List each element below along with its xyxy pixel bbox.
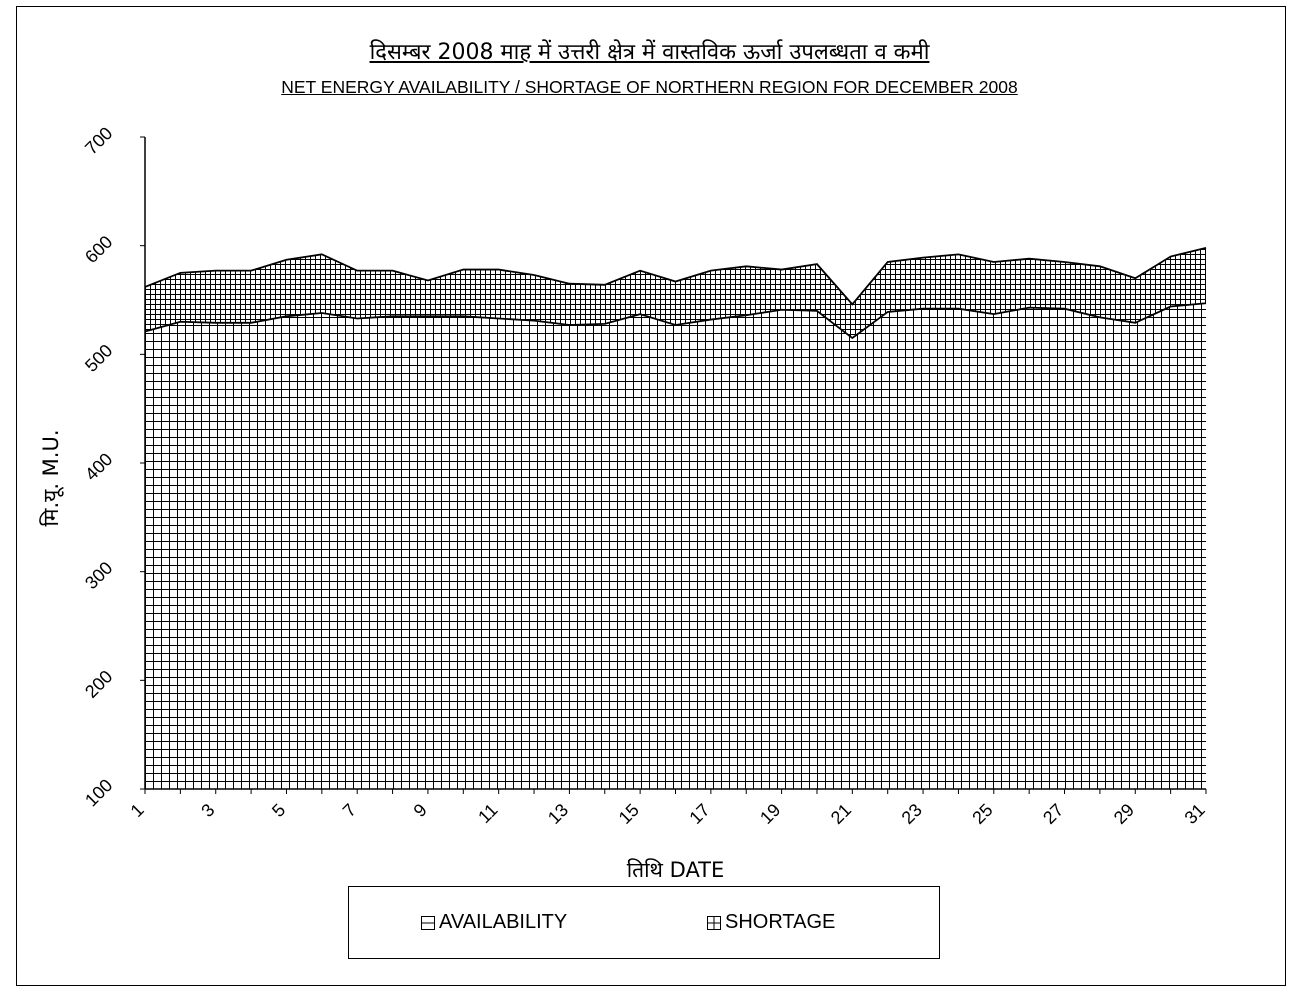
y-tick-label: 700 bbox=[81, 123, 116, 158]
x-tick-label: 25 bbox=[968, 800, 996, 828]
x-tick-label: 23 bbox=[898, 800, 926, 828]
x-tick-label: 9 bbox=[410, 800, 431, 821]
x-tick-label: 7 bbox=[339, 800, 360, 821]
chart-title-hindi: दिसम्बर 2008 माह में उत्तरी क्षेत्र में … bbox=[369, 40, 930, 65]
x-tick-label: 13 bbox=[544, 800, 572, 828]
line-availability bbox=[144, 302, 1207, 340]
legend-swatch-shortage bbox=[707, 915, 721, 930]
x-tick-label: 1 bbox=[127, 800, 148, 821]
x-tick-label: 15 bbox=[615, 800, 643, 828]
y-tick-label: 100 bbox=[81, 775, 116, 810]
legend-swatch-availability bbox=[421, 915, 435, 930]
x-tick-label: 21 bbox=[827, 800, 855, 828]
x-tick-label: 11 bbox=[474, 800, 501, 827]
legend-item-availability: AVAILABILITY bbox=[421, 911, 567, 934]
y-tick-label: 300 bbox=[81, 558, 116, 593]
y-tick-label: 500 bbox=[81, 340, 116, 375]
x-tick-label: 5 bbox=[268, 800, 289, 821]
x-tick-label: 3 bbox=[197, 800, 218, 821]
x-axis-title: तिथि DATE bbox=[627, 858, 725, 882]
x-tick-label: 19 bbox=[756, 800, 784, 828]
legend: AVAILABILITY SHORTAGE bbox=[348, 886, 940, 959]
y-tick-label: 400 bbox=[81, 449, 116, 484]
legend-label-shortage: SHORTAGE bbox=[725, 911, 836, 933]
line-total bbox=[144, 246, 1207, 306]
legend-item-shortage: SHORTAGE bbox=[707, 911, 835, 934]
legend-label-availability: AVAILABILITY bbox=[439, 911, 568, 933]
x-tick-label: 27 bbox=[1039, 800, 1067, 828]
x-tick-label: 29 bbox=[1110, 800, 1138, 828]
x-tick-label: 17 bbox=[685, 800, 713, 828]
area-availability bbox=[145, 303, 1206, 789]
y-axis-title: मि.यू. M.U. bbox=[39, 429, 64, 526]
y-tick-label: 200 bbox=[81, 666, 116, 701]
x-tick-label: 31 bbox=[1181, 800, 1209, 828]
chart-title-english: NET ENERGY AVAILABILITY / SHORTAGE OF NO… bbox=[281, 77, 1018, 97]
y-tick-label: 600 bbox=[81, 232, 116, 267]
